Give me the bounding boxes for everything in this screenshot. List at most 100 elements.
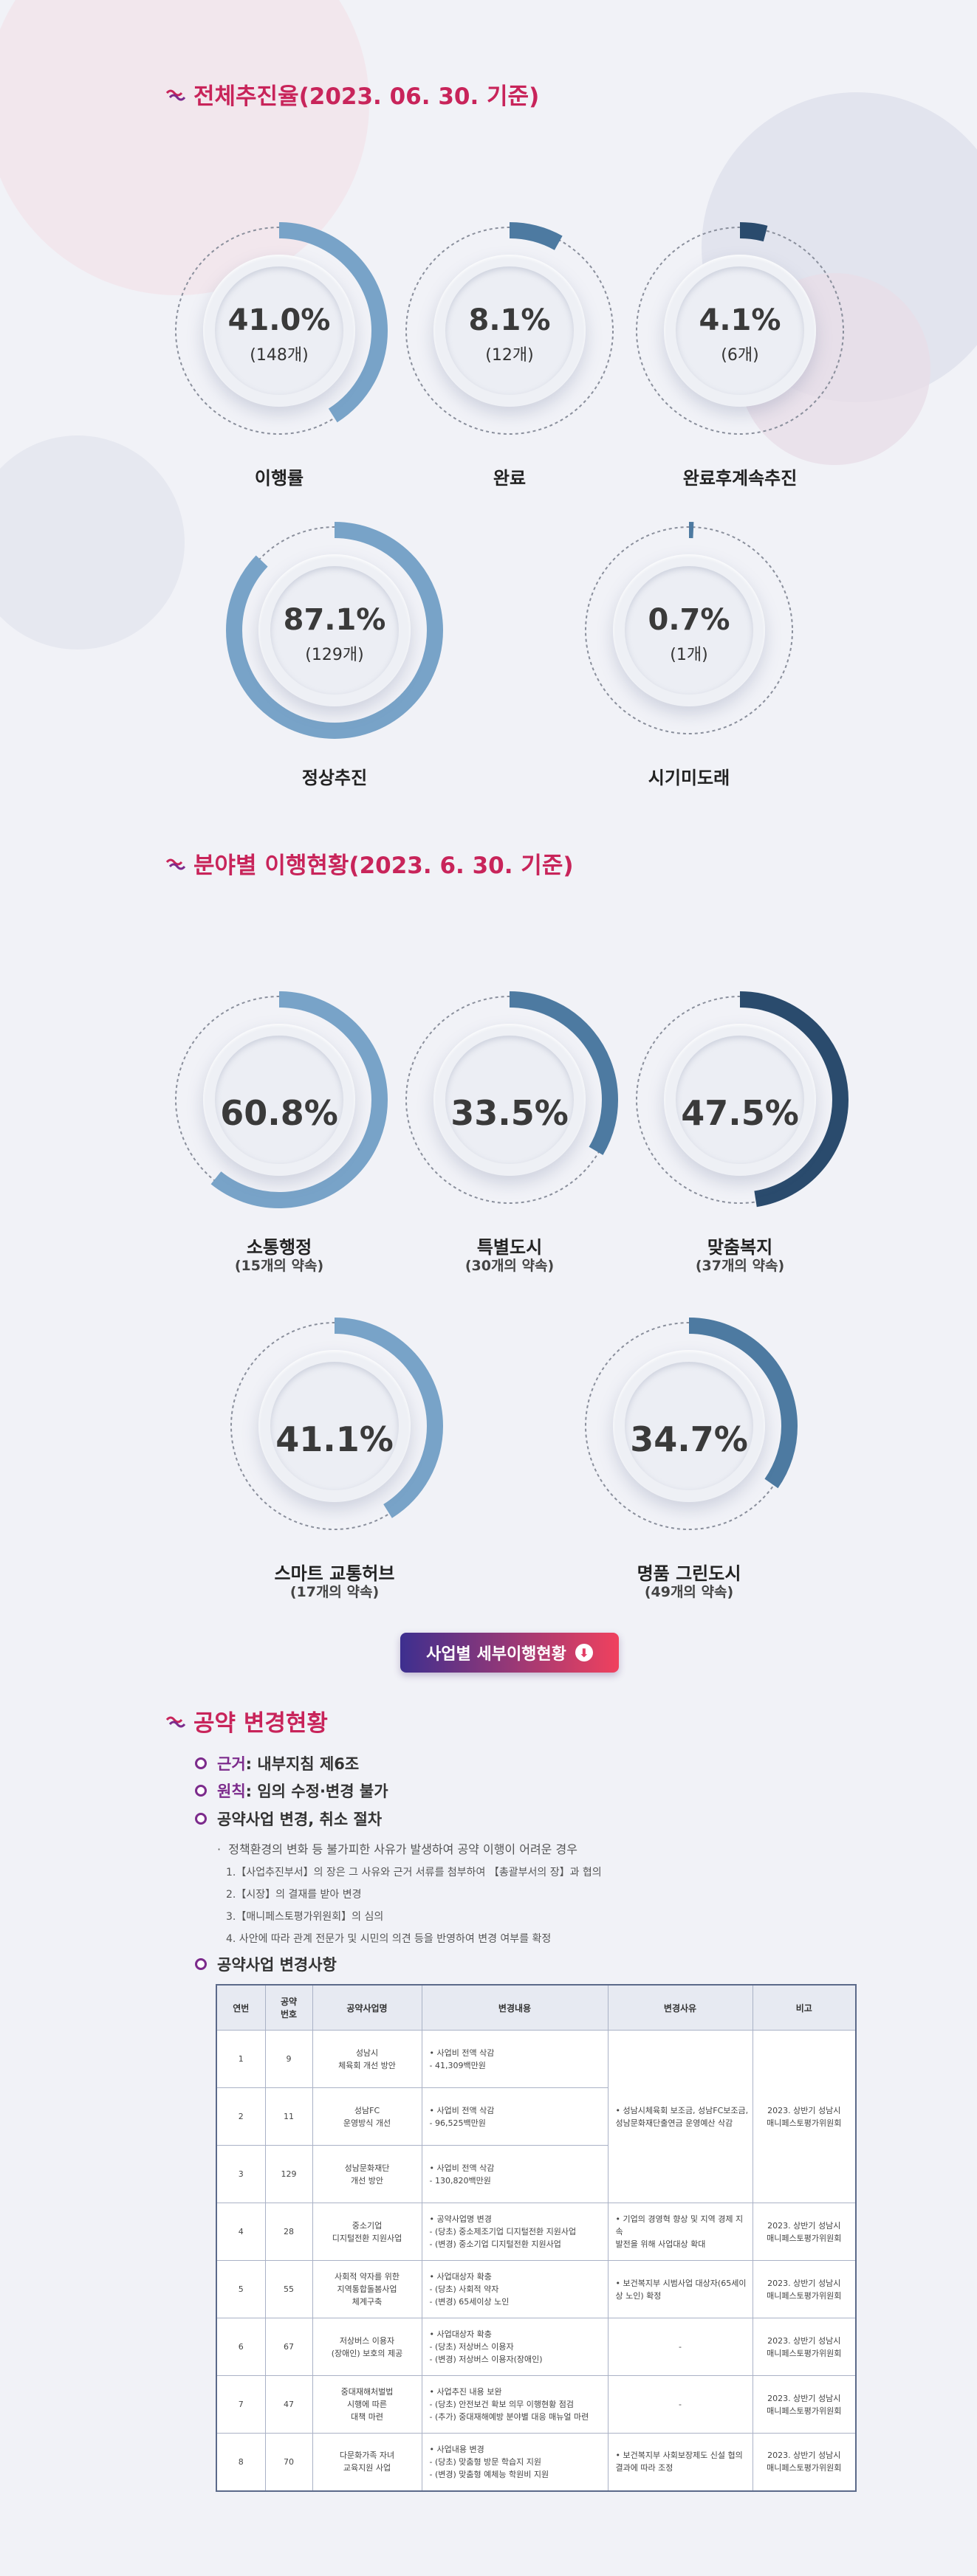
cell-no: 3 [216, 2145, 266, 2203]
procedure-step: 2.【시장】의 결재를 받아 변경 [226, 1889, 362, 1901]
donut-center-inset: 8.1% (12개) [445, 266, 574, 395]
change-table: 연번 공약 번호 공약사업명 변경내용 변경사유 비고 1 9 성남시 체육회 개선… [216, 1984, 857, 2492]
cell-reason: - [607, 2375, 753, 2434]
donut-label: 시기미도래 [648, 768, 730, 788]
cell-pledge-no: 55 [264, 2260, 313, 2318]
cell-no: 8 [216, 2433, 266, 2491]
percent-value: 0.7% [648, 603, 730, 637]
donut-center-inset: 41.0% (148개) [215, 266, 343, 395]
wave-icon [165, 89, 186, 100]
donut-label: 명품 그린도시 [637, 1563, 741, 1584]
percent-value: 41.0% [227, 303, 331, 337]
cell-remark: 2023. 상반기 성남시 매니페스토평가위원회 [752, 2203, 857, 2261]
percent-value: 8.1% [468, 303, 551, 337]
cell-reason: • 기업의 경영혁 향상 및 지역 경제 지속 발전을 위해 사업대상 확대 [607, 2203, 753, 2261]
donut-center: 0.7% (1개) [613, 554, 765, 706]
header-pledge-no: 공약 번호 [264, 1984, 313, 2031]
donut-center-inset: 34.7% [625, 1362, 753, 1490]
donut-sublabel: (49개의 약속) [644, 1584, 734, 1600]
cell-remark: 2023. 상반기 성남시 매니페스토평가위원회 [752, 2260, 857, 2318]
cell-no: 2 [216, 2087, 266, 2146]
donut-center: 41.1% [258, 1350, 411, 1502]
procedure-step: 1.【사업추진부서】의 장은 그 사유와 근거 서류를 첨부하여 【총괄부서의 … [226, 1867, 602, 1878]
cell-reason: • 보건복지부 사회보장제도 신설 협의 결과에 따라 조정 [607, 2433, 753, 2491]
donut-label: 맞춤복지 [707, 1237, 773, 1258]
header-remark: 비고 [752, 1984, 857, 2031]
table-row: 1 9 성남시 체육회 개선 방안 • 사업비 전액 삭감 - 41,309백만원 • … [216, 2030, 857, 2203]
cell-remark: 2023. 상반기 성남시 매니페스토평가위원회 [752, 2318, 857, 2376]
donut-ring [171, 991, 388, 1208]
donut-chart: 0.7% (1개) [578, 520, 800, 741]
table-row: 8 70 다문화가족 자녀 교육지원 사업 • 사업내용 변경 - (당초) 맞춤형 … [216, 2433, 857, 2491]
header-name: 공약사업명 [312, 1984, 422, 2031]
percent-value: 4.1% [699, 303, 781, 337]
donut-chart: 4.1% (6개) [629, 220, 851, 441]
wave-icon [165, 1716, 186, 1727]
donut-center-inset: 87.1% (129개) [270, 566, 399, 695]
cell-pledge-no: 9 [264, 2030, 313, 2088]
donut-ring [226, 1318, 443, 1535]
cell-change: • 사업대상자 확충 - (당초) 사회적 약자 - (변경) 65세이상 노인 [421, 2260, 609, 2318]
donut-chart: 47.5% [629, 989, 851, 1210]
cell-name: 다문화가족 자녀 교육지원 사업 [312, 2433, 422, 2491]
table-title: 공약사업 변경사항 [195, 1953, 337, 1975]
donut-label: 완료 [493, 468, 527, 489]
cell-change: • 사업비 전액 삭감 - 96,525백만원 [421, 2087, 609, 2146]
percent-value: 41.1% [275, 1419, 394, 1459]
donut-label: 정상추진 [301, 768, 368, 788]
donut-ring [631, 991, 849, 1208]
donut-ring [171, 222, 388, 439]
donut-center: 33.5% [433, 1024, 586, 1176]
donut-center: 60.8% [203, 1024, 355, 1176]
cell-pledge-no: 47 [264, 2375, 313, 2434]
donut-sublabel: (30개의 약속) [464, 1258, 555, 1274]
donut-label: 스마트 교통허브 [274, 1563, 395, 1584]
donut-arc [226, 1318, 443, 1535]
cell-change: • 사업추진 내용 보완 - (당초) 안전보건 확보 의무 이행현황 점검 -… [421, 2375, 609, 2434]
cell-no: 6 [216, 2318, 266, 2376]
cell-change: • 사업내용 변경 - (당초) 맞춤형 방문 학습지 지원 - (변경) 맞춤… [421, 2433, 609, 2491]
detail-status-button[interactable]: 사업별 세부이행현황 ⬇ [400, 1633, 619, 1673]
donut-center: 8.1% (12개) [433, 255, 586, 407]
donut-center: 41.0% (148개) [203, 255, 355, 407]
cell-change: • 사업비 전액 삭감 - 41,309백만원 [421, 2030, 609, 2088]
download-icon: ⬇ [575, 1644, 593, 1661]
cell-no: 1 [216, 2030, 266, 2088]
cell-remark: 2023. 상반기 성남시 매니페스토평가위원회 [752, 2030, 857, 2203]
cell-no: 7 [216, 2375, 266, 2434]
cell-name: 성남시 체육회 개선 방안 [312, 2030, 422, 2088]
section-title-overall: 전체추진율(2023. 06. 30. 기준) [165, 78, 539, 111]
cell-name: 중소기업 디지털전환 지원사업 [312, 2203, 422, 2261]
table-row: 5 55 사회적 약자를 위한 지역통합돌봄사업 체계구축 • 사업대상자 확충 - … [216, 2260, 857, 2318]
cell-reason: • 성남시체육회 보조금, 성남FC보조금, 성남문화재단출연금 운영예산 삭감 [607, 2030, 753, 2203]
donut-chart: 8.1% (12개) [399, 220, 620, 441]
donut-chart: 60.8% [168, 989, 390, 1210]
donut-center-inset: 4.1% (6개) [676, 266, 804, 395]
donut-chart: 41.1% [224, 1315, 445, 1537]
donut-arc [226, 522, 443, 739]
count-value: (1개) [670, 646, 708, 664]
cell-pledge-no: 70 [264, 2433, 313, 2491]
donut-arc [580, 1318, 798, 1535]
percent-value: 60.8% [220, 1093, 338, 1133]
bullet-icon [195, 1958, 207, 1970]
header-change: 변경내용 [421, 1984, 609, 2031]
donut-center: 47.5% [664, 1024, 816, 1176]
table-row: 3 129 성남문화재단 개선 방안 • 사업비 전액 삭감 - 130,820백만원 [216, 2145, 856, 2203]
cell-change: • 공약사업명 변경 - (당초) 중소제조기업 디지털전환 지원사업 - (변… [421, 2203, 609, 2261]
donut-ring [401, 991, 618, 1208]
percent-value: 87.1% [283, 603, 386, 637]
table-row: 6 67 저상버스 이용자 (장애인) 보호의 제공 • 사업대상자 확충 - (당초… [216, 2318, 857, 2376]
cell-name: 사회적 약자를 위한 지역통합돌봄사업 체계구축 [312, 2260, 422, 2318]
cell-reason: - [607, 2318, 753, 2376]
cell-pledge-no: 67 [264, 2318, 313, 2376]
donut-label: 특별도시 [476, 1237, 543, 1258]
donut-ring [580, 1318, 798, 1535]
donut-arc [631, 991, 849, 1208]
donut-arc [401, 222, 618, 439]
count-value: (6개) [721, 346, 759, 365]
procedure-steps: 1.【사업추진부서】의 장은 그 사유와 근거 서류를 첨부하여 【총괄부서의 … [226, 1862, 602, 1950]
bullet-icon [195, 1813, 207, 1825]
donut-label: 완료후계속추진 [682, 468, 798, 489]
donut-label: 소통행정 [246, 1237, 312, 1258]
